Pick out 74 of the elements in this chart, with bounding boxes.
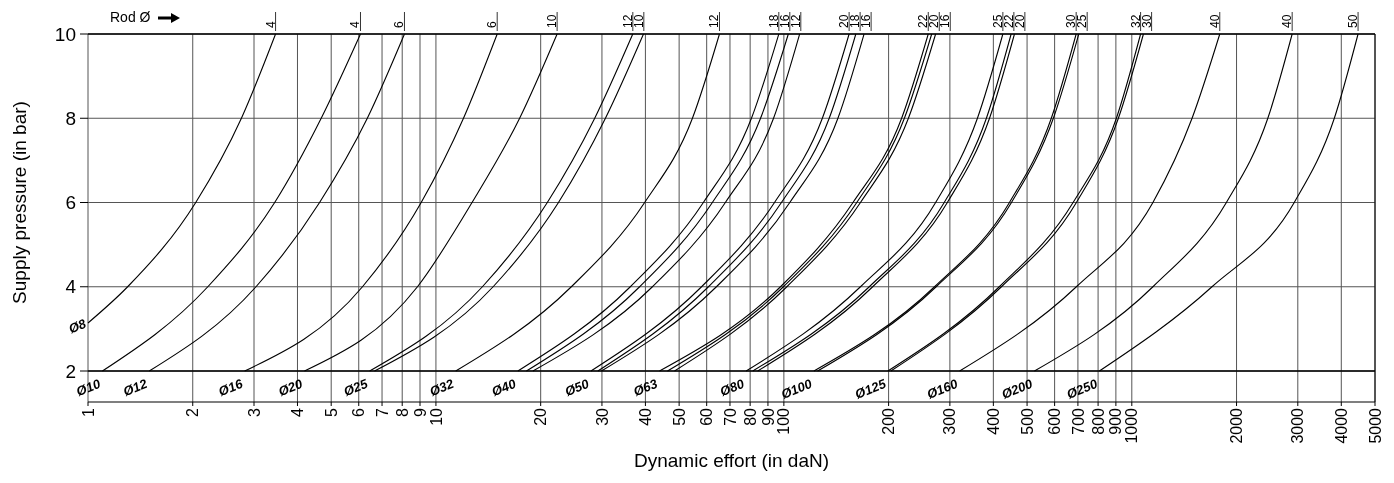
x-tick-label: 400 (984, 407, 1002, 435)
x-tick-label: 200 (880, 407, 898, 435)
x-tick-label: 8 (393, 407, 411, 417)
legend-label: 50 (1346, 14, 1361, 28)
x-tick-label: 7 (373, 407, 391, 417)
annotation: Ø80 (717, 375, 747, 399)
legend-label: 10 (545, 14, 560, 28)
x-tick-label: 40 (637, 407, 655, 426)
legend-label: 20 (1012, 14, 1027, 28)
y-tick-label: 6 (65, 192, 76, 214)
x-tick-label: 3000 (1289, 407, 1307, 444)
y-axis-title: Supply pressure (in bar) (9, 101, 30, 304)
legend-label: 22 (1001, 14, 1016, 28)
x-tick-label: 80 (741, 407, 759, 426)
legend-label: 6 (485, 21, 500, 28)
x-tick-label: 5 (322, 407, 340, 417)
x-tick-label: 4000 (1332, 407, 1350, 444)
annotation: Ø40 (489, 375, 519, 399)
x-tick-label: 90 (759, 407, 777, 426)
x-tick-label: 100 (775, 407, 793, 435)
annotation: Ø16 (216, 375, 246, 399)
x-tick-label: 30 (593, 407, 611, 426)
annotation: Ø25 (341, 375, 371, 399)
annotation: Ø10 (74, 375, 104, 399)
x-tick-label: 1000 (1123, 407, 1141, 444)
annotation: Ø63 (631, 375, 661, 399)
x-tick-label: 2 (184, 407, 202, 417)
y-tick-label: 10 (54, 23, 76, 45)
x-tick-label: 700 (1069, 407, 1087, 435)
legend-label: 16 (777, 14, 792, 28)
annotation: Ø8 (66, 315, 89, 337)
annotation: Ø200 (999, 375, 1036, 402)
annotation: Ø160 (924, 375, 961, 402)
legend-label: 16 (859, 14, 874, 28)
x-tick-label: 50 (670, 407, 688, 426)
x-tick-label: 3 (245, 407, 263, 417)
x-tick-label: 1 (79, 407, 97, 417)
x-tick-label: 20 (532, 407, 550, 426)
y-tick-label: 2 (65, 360, 76, 382)
legend-label: 16 (938, 14, 953, 28)
legend-label: 25 (1075, 14, 1090, 28)
annotation: Ø20 (276, 375, 306, 399)
legend-label: 12 (788, 14, 803, 28)
x-tick-label: 900 (1107, 407, 1125, 435)
x-tick-label: 600 (1046, 407, 1064, 435)
annotation: Ø32 (427, 375, 457, 399)
x-tick-label: 5000 (1366, 407, 1384, 444)
legend-label: 4 (263, 21, 278, 28)
x-tick-label: 9 (411, 407, 429, 417)
annotation: Ø125 (852, 375, 889, 402)
x-tick-label: 300 (941, 407, 959, 435)
x-tick-label: 6 (350, 407, 368, 417)
legend-label: 12 (707, 14, 722, 28)
y-tick-label: 8 (65, 107, 76, 129)
legend-label: 30 (1139, 14, 1154, 28)
x-tick-label: 70 (721, 407, 739, 426)
annotation: Ø100 (778, 375, 815, 402)
x-tick-label: 4 (289, 407, 307, 417)
x-tick-label: 800 (1089, 407, 1107, 435)
legend-label: 40 (1207, 14, 1222, 28)
x-tick-label: 500 (1018, 407, 1036, 435)
x-axis-title: Dynamic effort (in daN) (634, 450, 829, 471)
text: Rod Ø (110, 9, 151, 25)
legend-label: 4 (348, 21, 363, 28)
annotation: Ø50 (562, 375, 592, 399)
x-tick-label: 2000 (1228, 407, 1246, 444)
legend-label: 10 (631, 14, 646, 28)
legend-label: 6 (392, 21, 407, 28)
legend-label: 40 (1280, 14, 1295, 28)
x-tick-label: 60 (698, 407, 716, 426)
x-tick-label: 10 (427, 407, 445, 426)
annotation: Ø12 (120, 375, 151, 399)
y-tick-label: 4 (65, 276, 77, 298)
annotation: Ø250 (1064, 375, 1101, 402)
